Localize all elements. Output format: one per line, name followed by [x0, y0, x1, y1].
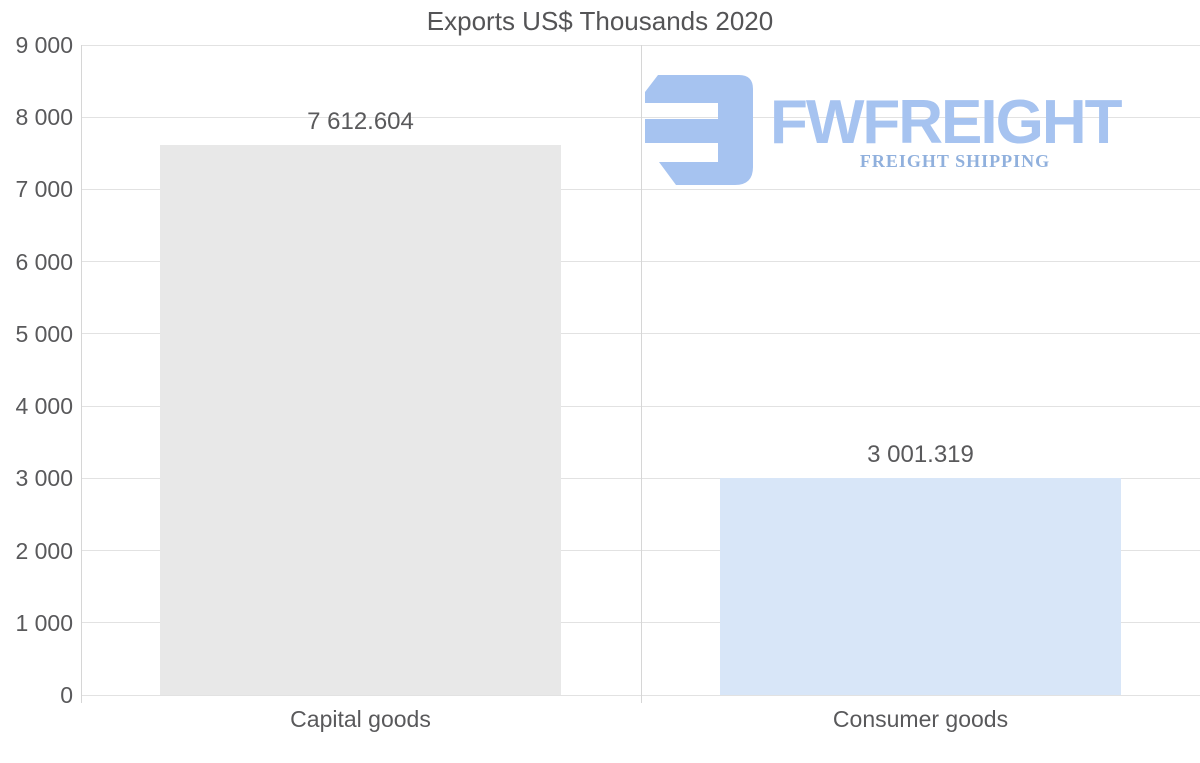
gridline [81, 116, 1200, 118]
x-axis-label: Consumer goods [832, 706, 1009, 732]
y-axis-label: 5 000 [15, 320, 73, 347]
bar-capital-goods[interactable] [160, 145, 561, 695]
bar-value-label: 7 612.604 [307, 108, 414, 136]
gridline [81, 188, 1200, 190]
y-axis-label: 8 000 [15, 104, 73, 131]
gridline [81, 405, 1200, 407]
y-axis-label: 9 000 [15, 32, 73, 58]
gridline [81, 477, 1200, 479]
y-axis-label: 6 000 [15, 248, 73, 275]
y-axis-line [81, 45, 82, 703]
x-axis-label: Capital goods [290, 706, 431, 732]
logo-tagline-text: FREIGHT SHIPPING [859, 151, 1051, 171]
gridline [81, 694, 1200, 696]
bar-value-label: 3 001.319 [867, 441, 974, 469]
logo-glyph-path [645, 75, 753, 185]
y-axis-label: 7 000 [15, 176, 73, 203]
y-axis-label: 4 000 [15, 393, 73, 420]
logo-brand-text: FWFREIGHT [770, 88, 1122, 157]
gridline [81, 622, 1200, 624]
y-axis-label: 3 000 [15, 465, 73, 492]
y-axis-label: 0 [60, 682, 73, 708]
chart-title: Exports US$ Thousands 2020 [426, 6, 774, 36]
gridline [81, 550, 1200, 552]
gridline [81, 44, 1200, 46]
fwfreight-logo-icon [645, 75, 753, 185]
category-divider-line [641, 45, 642, 703]
y-axis-label: 2 000 [15, 537, 73, 564]
gridline [81, 261, 1200, 263]
bar-consumer-goods[interactable] [720, 478, 1121, 695]
y-axis-label: 1 000 [15, 609, 73, 636]
gridline [81, 333, 1200, 335]
